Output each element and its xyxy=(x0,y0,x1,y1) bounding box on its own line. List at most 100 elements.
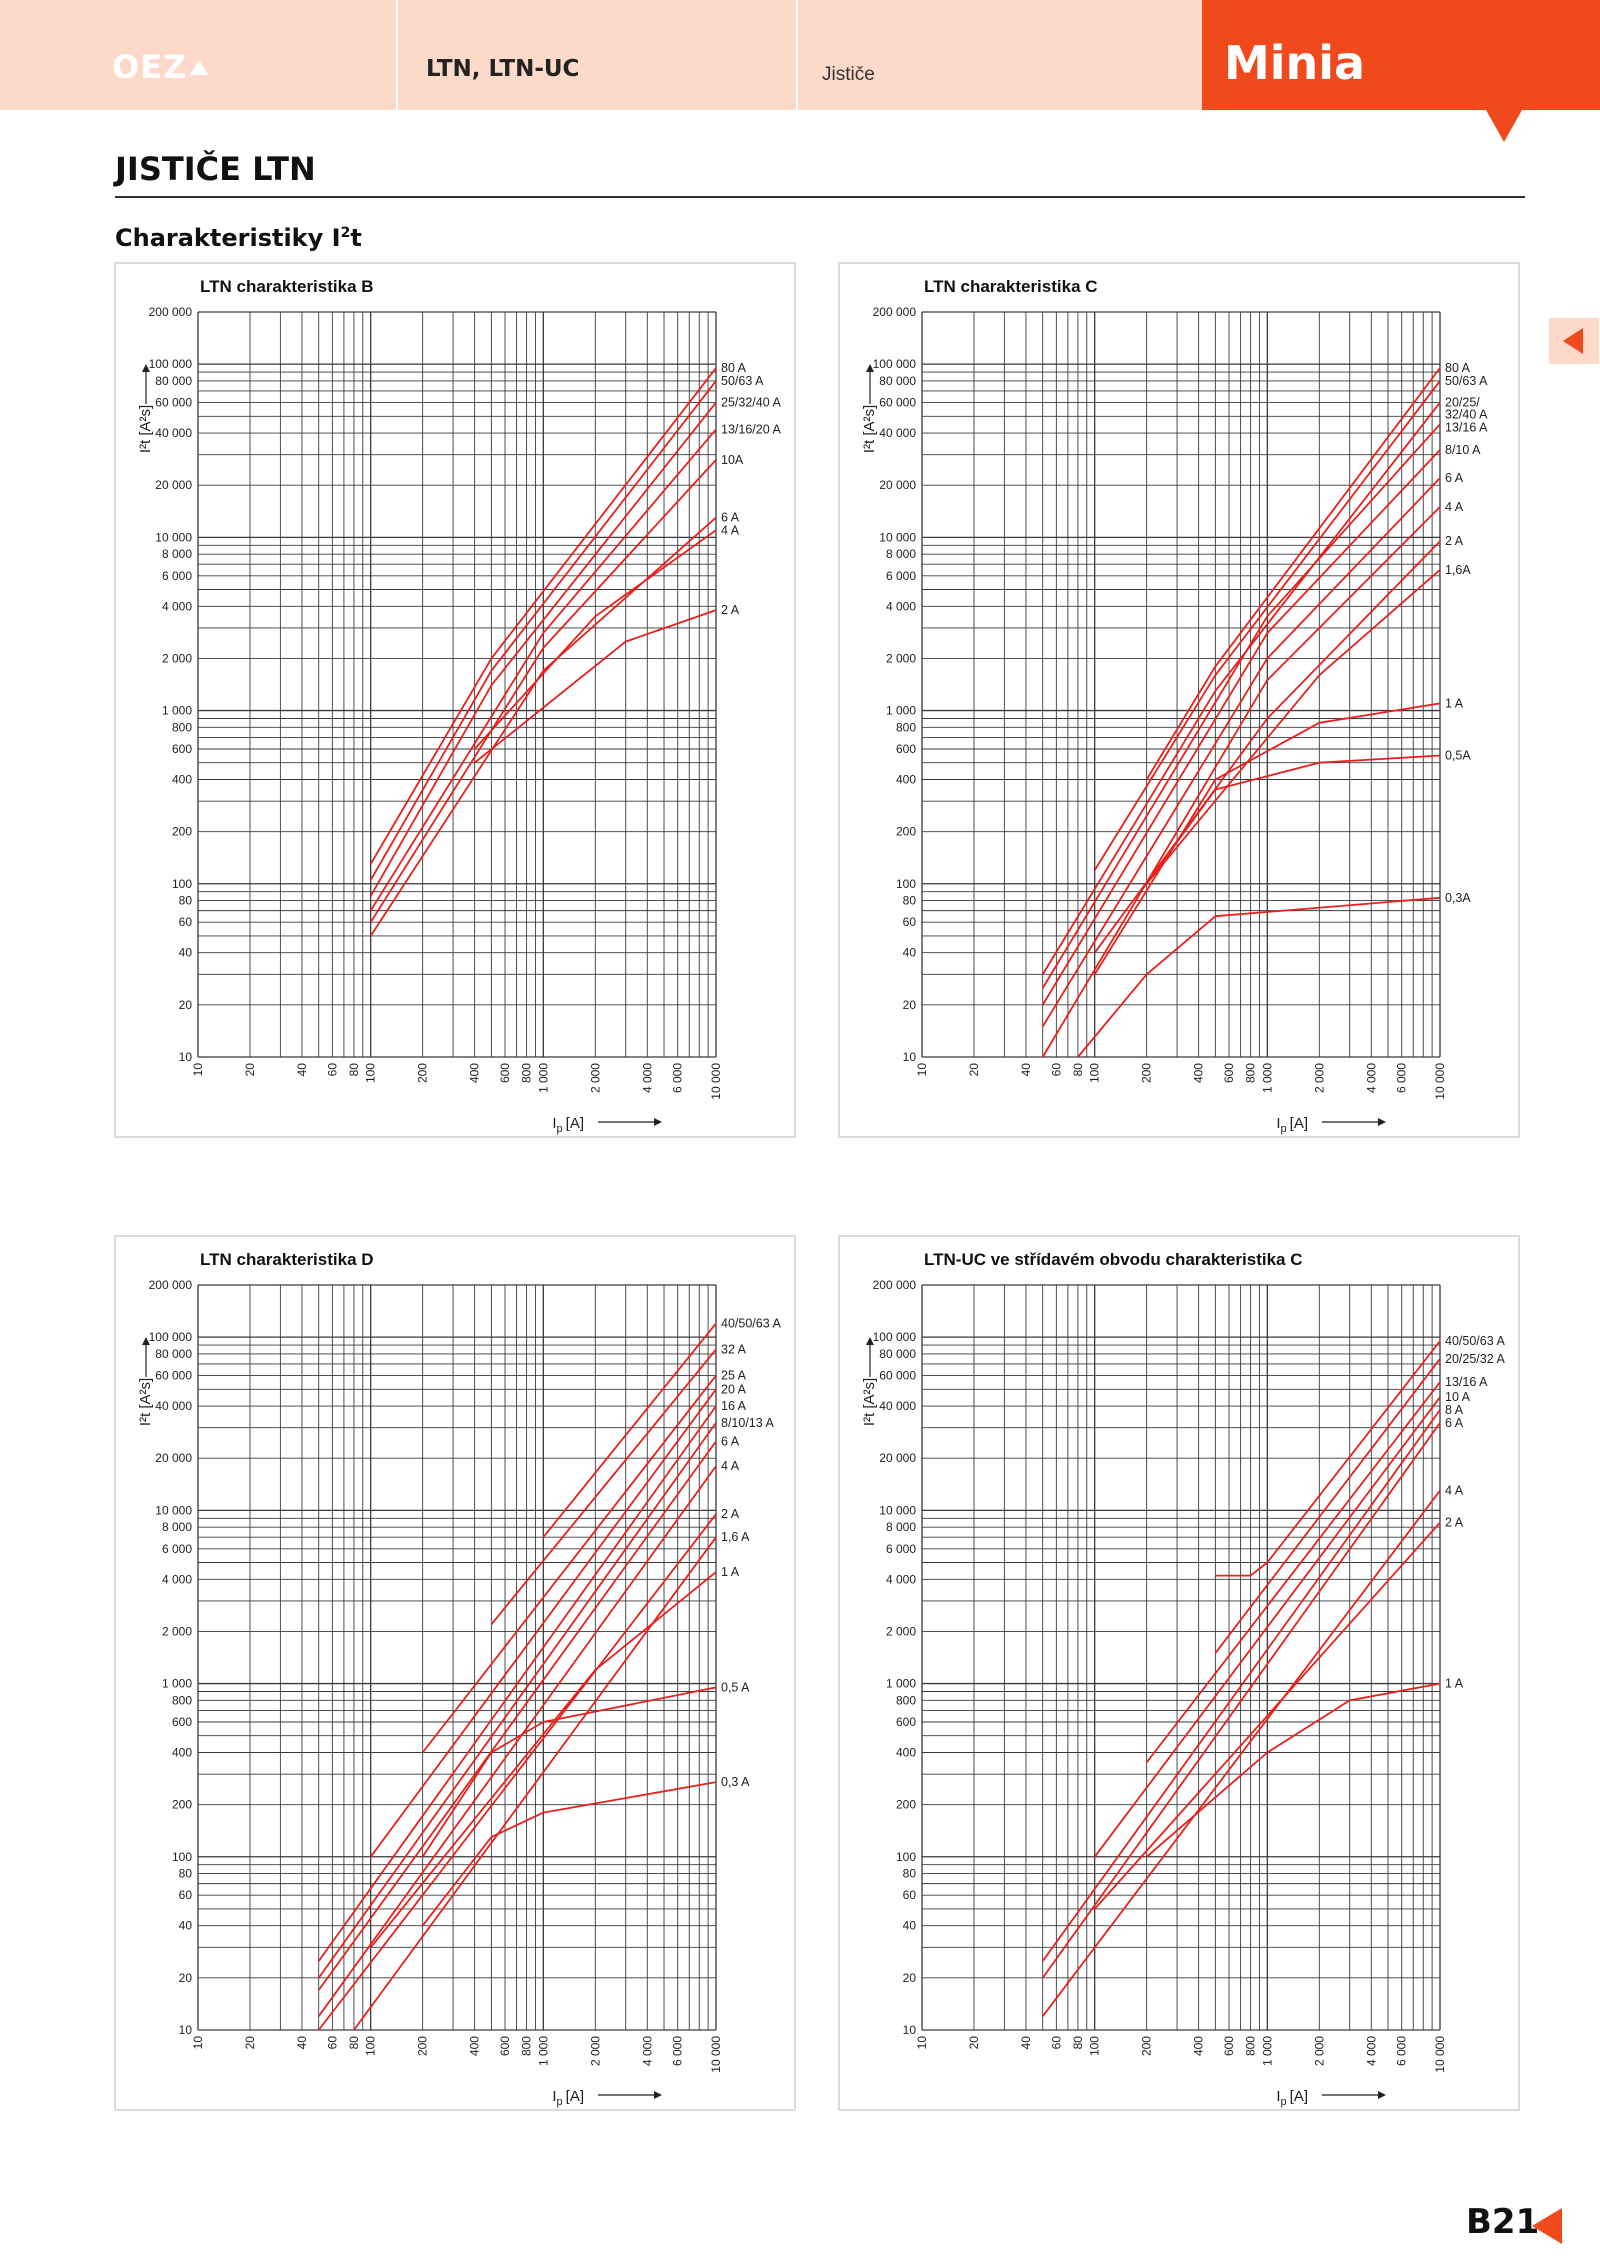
series-label: 20/25/32 A xyxy=(1445,1352,1505,1366)
series-label: 13/16 A xyxy=(1445,421,1488,435)
y-tick-label: 10 xyxy=(179,1050,193,1064)
y-tick-label: 60 xyxy=(179,915,193,929)
product-category: Jističe xyxy=(822,64,875,85)
series-label: 4 A xyxy=(1445,1484,1464,1498)
series-label: 8/10/13 A xyxy=(721,1416,774,1430)
x-tick-label: 2 000 xyxy=(588,1063,602,1093)
x-axis-label: Ip [A] xyxy=(1276,1115,1308,1135)
chart-title: LTN charakteristika C xyxy=(924,277,1098,296)
chart-ltn-d: LTN charakteristika D1020406080100200400… xyxy=(137,1250,781,2108)
y-tick-label: 60 000 xyxy=(155,1369,192,1383)
y-tick-label: 20 xyxy=(179,998,193,1012)
series-line xyxy=(473,529,717,750)
series-label: 25 A xyxy=(721,1369,747,1383)
y-axis-arrow-icon xyxy=(866,1337,874,1345)
series-label: 4 A xyxy=(721,1459,740,1473)
y-tick-label: 200 xyxy=(172,1798,192,1812)
y-tick-label: 6 000 xyxy=(886,1542,916,1556)
x-axis-label-main: I xyxy=(552,1115,556,1132)
x-tick-label: 10 xyxy=(915,2036,929,2050)
series-label: 8 A xyxy=(1445,1403,1464,1417)
series-label: 6 A xyxy=(721,511,740,525)
x-tick-label: 6 000 xyxy=(671,1063,685,1093)
y-tick-label: 600 xyxy=(896,742,916,756)
y-tick-label: 40 000 xyxy=(879,1399,916,1413)
y-tick-label: 200 xyxy=(896,1798,916,1812)
y-axis-arrow-icon xyxy=(142,364,150,372)
y-tick-label: 4 000 xyxy=(162,1572,192,1586)
x-tick-label: 40 xyxy=(295,1063,309,1077)
x-tick-label: 20 xyxy=(967,2036,981,2050)
y-tick-label: 200 000 xyxy=(149,305,193,319)
series-label: 32 A xyxy=(721,1342,747,1356)
x-axis-label-main: I xyxy=(1276,2088,1280,2105)
y-tick-label: 4 000 xyxy=(886,1572,916,1586)
y-axis-label: I²t [A²s] xyxy=(137,405,154,453)
y-tick-label: 80 xyxy=(903,894,917,908)
x-axis-label-main: I xyxy=(1276,1115,1280,1132)
y-tick-label: 800 xyxy=(896,720,916,734)
x-tick-label: 4 000 xyxy=(1364,1063,1378,1093)
x-tick-label: 600 xyxy=(498,2036,512,2056)
y-tick-label: 200 000 xyxy=(873,305,917,319)
x-tick-label: 20 xyxy=(243,1063,257,1077)
series-line xyxy=(1146,1682,1441,1858)
arrow-left-icon xyxy=(1532,2208,1562,2244)
series-line xyxy=(369,428,717,912)
series-line xyxy=(370,1571,717,1948)
title-divider xyxy=(115,196,1525,198)
section-title-suffix: t xyxy=(350,224,362,252)
triangle-icon xyxy=(190,60,209,75)
series-group xyxy=(1041,367,1441,1058)
y-tick-label: 20 xyxy=(903,1971,917,1985)
logo-text: OEZ xyxy=(112,48,188,86)
series-line xyxy=(1145,367,1441,780)
x-tick-label: 100 xyxy=(364,2036,378,2056)
series-label: 80 A xyxy=(1445,361,1471,375)
y-tick-label: 400 xyxy=(172,1746,192,1760)
x-tick-label: 600 xyxy=(1222,1063,1236,1083)
y-tick-label: 6 000 xyxy=(886,569,916,583)
y-tick-label: 800 xyxy=(172,1693,192,1707)
side-nav-tab[interactable] xyxy=(1549,318,1599,364)
y-tick-label: 10 xyxy=(179,2023,193,2037)
series-line xyxy=(1041,402,1441,975)
x-tick-label: 10 000 xyxy=(709,1063,723,1100)
x-tick-label: 6 000 xyxy=(1395,2036,1409,2066)
x-tick-label: 200 xyxy=(1140,1063,1154,1083)
chart-ltn-c: LTN charakteristika C1020406080100200400… xyxy=(861,277,1488,1135)
series-line xyxy=(369,402,717,897)
series-label: 6 A xyxy=(1445,1416,1464,1430)
oez-logo: OEZ xyxy=(112,48,209,86)
y-tick-label: 2 000 xyxy=(162,1624,192,1638)
x-axis-label-unit: [A] xyxy=(566,2088,584,2105)
series-line xyxy=(1215,1340,1441,1577)
y-tick-label: 6 000 xyxy=(162,569,192,583)
x-tick-label: 60 xyxy=(1049,2036,1063,2050)
x-tick-label: 2 000 xyxy=(1312,2036,1326,2066)
page-title: JISTIČE LTN xyxy=(115,150,316,188)
y-tick-label: 2 000 xyxy=(162,651,192,665)
series-line xyxy=(317,1405,717,1962)
section-title-sup: 2 xyxy=(340,225,351,241)
y-tick-label: 6 000 xyxy=(162,1542,192,1556)
chart-panel-c: LTN charakteristika C 10 20 40 60 80 100 200 400… xyxy=(838,262,1520,1138)
series-label: 25/32/40 A xyxy=(721,396,781,410)
y-tick-label: 60 000 xyxy=(879,1369,916,1383)
series-label: 50/63 A xyxy=(721,374,764,388)
grid xyxy=(197,1284,717,2031)
y-tick-label: 40 xyxy=(903,1919,917,1933)
x-tick-label: 200 xyxy=(416,2036,430,2056)
series-line xyxy=(317,1465,717,2017)
x-tick-label: 10 xyxy=(191,2036,205,2050)
y-tick-label: 60 000 xyxy=(155,396,192,410)
x-tick-label: 6 000 xyxy=(1395,1063,1409,1093)
x-tick-label: 800 xyxy=(520,2036,534,2056)
y-tick-label: 80 000 xyxy=(155,1347,192,1361)
y-tick-label: 20 000 xyxy=(155,478,192,492)
x-axis-label-unit: [A] xyxy=(566,1115,584,1132)
chart-title: LTN charakteristika B xyxy=(200,277,374,296)
product-title: LTN, LTN-UC xyxy=(426,56,580,82)
series-label: 2 A xyxy=(1445,1516,1464,1530)
y-tick-label: 100 000 xyxy=(873,357,917,371)
